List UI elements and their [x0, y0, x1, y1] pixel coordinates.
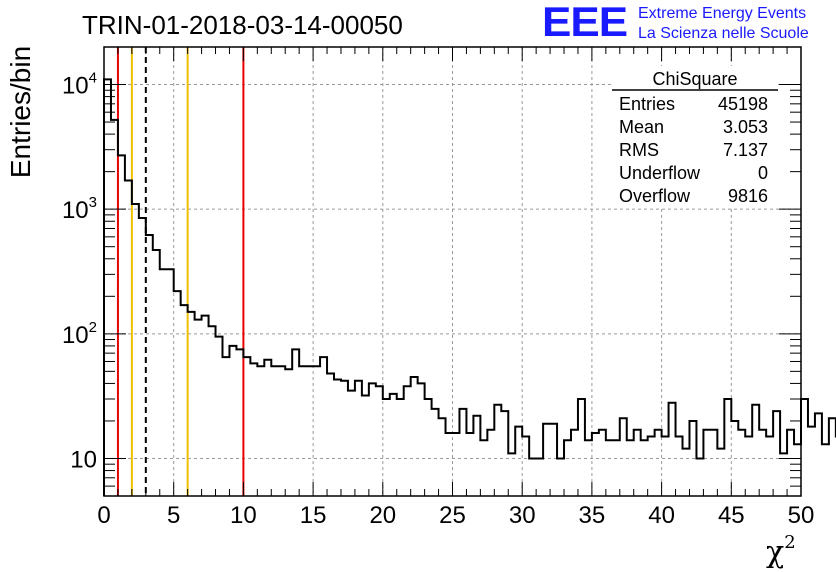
x-tick-label: 50	[788, 502, 815, 529]
y-tick-label-exponent: 2	[89, 319, 97, 336]
x-tick-label: 5	[167, 502, 180, 529]
stats-value-underflow: 0	[758, 163, 768, 183]
y-tick-label-base: 10	[62, 73, 89, 100]
x-tick-label: 10	[230, 502, 257, 529]
y-tick-label-base: 10	[62, 197, 89, 224]
stats-box: ChiSquare Entries 45198 Mean 3.053 RMS 7…	[612, 66, 778, 208]
logo-line-1: Extreme Energy Events	[638, 5, 807, 22]
y-tick-label-base: 10	[70, 446, 97, 473]
x-tick-label: 0	[97, 502, 110, 529]
y-tick-labels: 10 102 103 104	[62, 70, 97, 474]
stats-value-overflow: 9816	[728, 186, 768, 206]
y-tick-label-exponent: 4	[89, 70, 97, 87]
x-tick-label: 25	[439, 502, 466, 529]
axis-ticks	[103, 46, 802, 497]
stats-value-mean: 3.053	[723, 117, 768, 137]
logo-line-2: La Scienza nelle Scuole	[638, 25, 809, 42]
chart-title: TRIN-01-2018-03-14-00050	[82, 10, 403, 40]
y-tick-label: 102	[62, 319, 97, 349]
y-tick-label: 10	[70, 446, 97, 473]
stats-value-entries: 45198	[718, 94, 768, 114]
x-tick-label: 45	[718, 502, 745, 529]
x-axis-label-base: χ	[766, 535, 784, 570]
x-tick-label: 20	[369, 502, 396, 529]
stats-value-rms: 7.137	[723, 140, 768, 160]
x-tick-label: 30	[509, 502, 536, 529]
x-tick-label: 40	[648, 502, 675, 529]
x-axis-label: χ2	[766, 532, 796, 570]
x-axis-label-exponent: 2	[784, 532, 795, 553]
threshold-lines	[116, 47, 245, 496]
x-tick-label: 15	[300, 502, 327, 529]
stats-label-overflow: Overflow	[619, 186, 691, 206]
stats-box-title: ChiSquare	[652, 69, 737, 89]
y-axis-label: Entries/bin	[5, 46, 36, 178]
y-tick-label-exponent: 3	[89, 194, 97, 211]
eee-logo: EEE Extreme Energy Events La Scienza nel…	[542, 2, 832, 46]
y-tick-label-base: 10	[62, 322, 89, 349]
y-tick-label: 103	[62, 194, 97, 224]
x-tick-label: 35	[579, 502, 606, 529]
x-tick-labels: 0 5 10 15 20 25 30 35 40 45 50	[97, 502, 814, 529]
stats-label-mean: Mean	[619, 117, 664, 137]
histogram-step-line	[103, 78, 836, 496]
eee-logo-mark: EEE	[542, 0, 628, 46]
stats-label-entries: Entries	[619, 94, 675, 114]
stats-label-underflow: Underflow	[619, 163, 701, 183]
y-tick-label: 104	[62, 70, 97, 100]
stats-label-rms: RMS	[619, 140, 659, 160]
